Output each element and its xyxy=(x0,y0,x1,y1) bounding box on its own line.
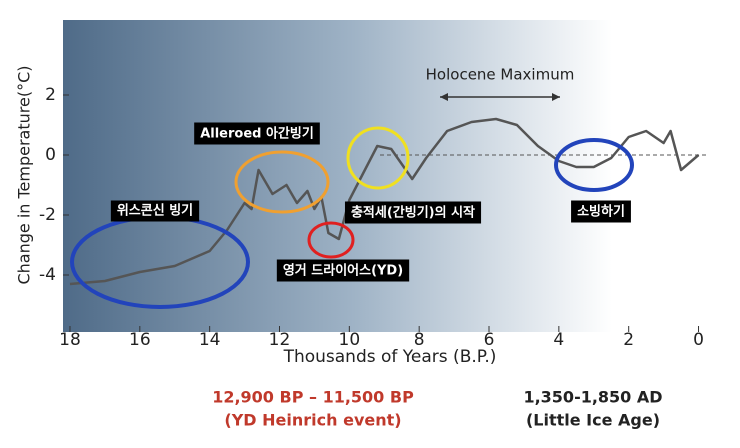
x-axis-label: Thousands of Years (B.P.) xyxy=(283,347,497,367)
x-tick-label: 6 xyxy=(484,330,495,350)
x-tick-label: 0 xyxy=(693,330,704,350)
annotation: Holocene Maximum xyxy=(426,66,575,84)
annotation-box xyxy=(344,201,482,224)
annotation: 위스콘신 빙기 xyxy=(117,204,193,219)
y-tick-label: 0 xyxy=(45,145,56,165)
annotation: Alleroed 아간빙기 xyxy=(200,126,314,142)
x-tick-label: 14 xyxy=(199,330,221,350)
x-tick-label: 10 xyxy=(339,330,361,350)
y-tick-label: 2 xyxy=(45,85,56,105)
x-tick-label: 12 xyxy=(269,330,291,350)
highlight-ellipse xyxy=(307,221,355,259)
annotation: 소빙하기 xyxy=(577,204,625,220)
footnote: (YD Heinrich event) xyxy=(224,411,401,430)
annotation-box xyxy=(276,259,410,282)
highlight-ellipse xyxy=(346,126,410,190)
highlight-ellipse xyxy=(554,138,634,192)
x-tick-label: 16 xyxy=(129,330,151,350)
x-tick-label: 18 xyxy=(59,330,81,350)
x-tick-label: 8 xyxy=(414,330,425,350)
annotation-box xyxy=(110,200,200,222)
annotation: 영거 드라이어스(YD) xyxy=(283,263,403,279)
plot-background xyxy=(63,20,709,332)
annotation-box xyxy=(194,122,320,145)
y-axis-label: Change in Temperature(°C) xyxy=(15,65,34,284)
footnote: 1,350-1,850 AD xyxy=(523,388,662,407)
annotation: 충적세(간빙기)의 시작 xyxy=(351,205,475,221)
y-tick-label: -2 xyxy=(39,205,56,225)
x-tick-label: 2 xyxy=(623,330,634,350)
annotation-box xyxy=(571,200,631,223)
footnote: 12,900 BP – 11,500 BP xyxy=(212,388,414,407)
highlight-ellipse xyxy=(234,150,330,214)
y-tick-label: -4 xyxy=(39,265,56,285)
x-tick-label: 4 xyxy=(553,330,564,350)
footnote: (Little Ice Age) xyxy=(526,411,660,430)
